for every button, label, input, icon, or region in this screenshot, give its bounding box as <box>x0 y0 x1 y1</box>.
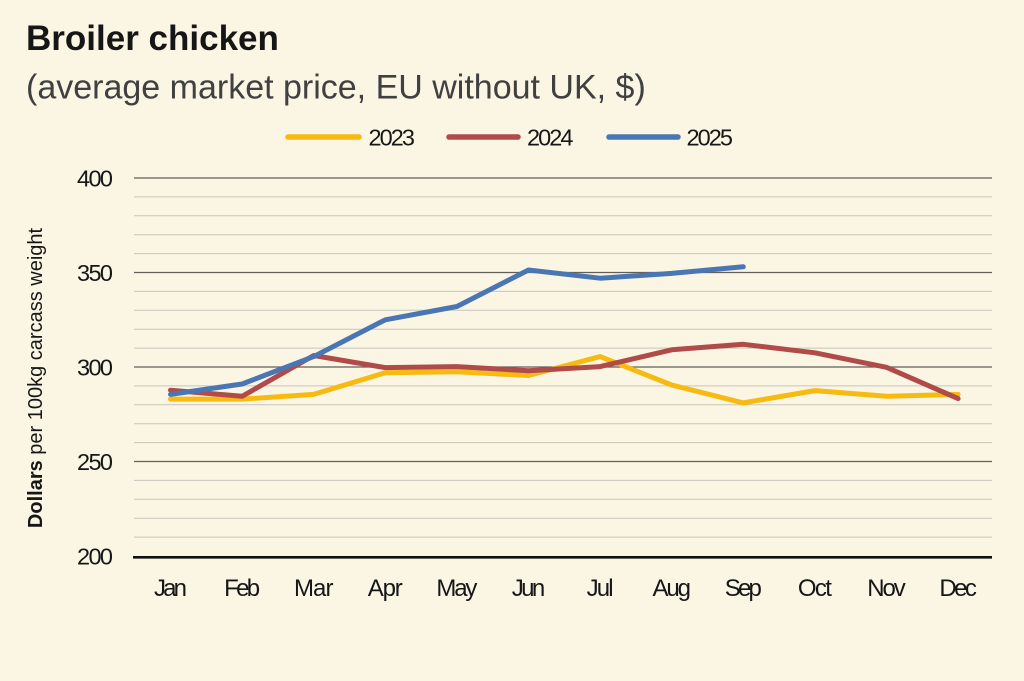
svg-text:250: 250 <box>77 449 113 475</box>
svg-text:400: 400 <box>77 166 113 192</box>
svg-text:2023: 2023 <box>369 125 416 151</box>
svg-text:Feb: Feb <box>224 575 260 602</box>
svg-text:Apr: Apr <box>368 575 403 602</box>
svg-text:Broiler chicken: Broiler chicken <box>26 19 279 58</box>
svg-text:Jul: Jul <box>587 575 614 602</box>
svg-text:350: 350 <box>77 260 113 286</box>
svg-text:Dollars per 100kg carcass weig: Dollars per 100kg carcass weight <box>25 227 47 528</box>
svg-text:May: May <box>436 575 477 602</box>
svg-text:Dec: Dec <box>939 575 977 602</box>
svg-text:200: 200 <box>77 544 113 570</box>
svg-text:Nov: Nov <box>867 575 906 602</box>
svg-text:Mar: Mar <box>294 575 334 602</box>
svg-text:Sep: Sep <box>725 575 762 602</box>
svg-text:Aug: Aug <box>652 575 691 602</box>
svg-text:2024: 2024 <box>527 125 574 151</box>
svg-text:2025: 2025 <box>687 125 734 151</box>
svg-text:Jan: Jan <box>154 575 187 602</box>
svg-text:Jun: Jun <box>512 575 546 602</box>
svg-text:300: 300 <box>77 355 113 381</box>
svg-text:Oct: Oct <box>798 575 832 602</box>
svg-text:(average market price, EU with: (average market price, EU without UK, $) <box>26 69 646 107</box>
